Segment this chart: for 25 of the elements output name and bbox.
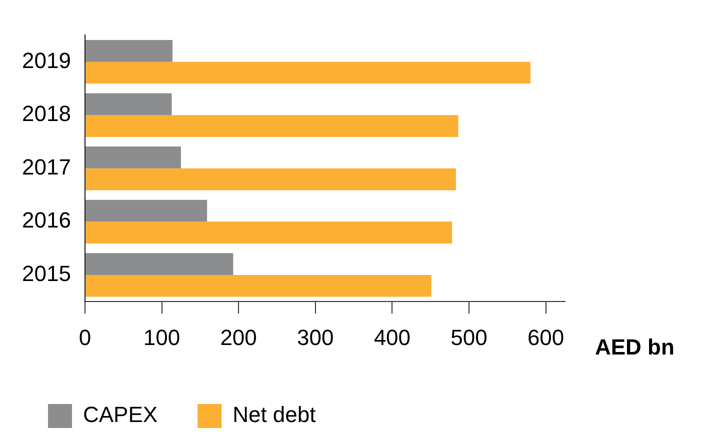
bar xyxy=(85,40,173,62)
bar xyxy=(85,200,208,222)
x-tick-label: 100 xyxy=(143,324,180,350)
y-tick-label: 2019 xyxy=(22,48,71,73)
bar xyxy=(85,274,432,297)
y-tick-label: 2018 xyxy=(22,101,71,126)
bar xyxy=(85,93,172,116)
y-tick-label: 2015 xyxy=(22,261,71,286)
bar xyxy=(85,253,234,275)
x-axis-title: AED bn xyxy=(595,334,674,360)
legend-label: Net debt xyxy=(232,402,316,428)
x-tick-label: 0 xyxy=(78,324,92,350)
legend-label: CAPEX xyxy=(83,402,158,428)
bar xyxy=(85,115,458,137)
bar xyxy=(85,222,452,244)
x-tick-label: 200 xyxy=(220,324,257,350)
bar xyxy=(85,146,181,168)
x-tick-label: 500 xyxy=(450,324,488,350)
x-tick-label: 600 xyxy=(527,324,564,350)
x-tick-label: 400 xyxy=(374,324,411,350)
bar xyxy=(85,168,456,190)
x-tick-label: 300 xyxy=(297,324,334,350)
bar xyxy=(85,62,530,84)
y-tick-label: 2016 xyxy=(22,208,71,233)
y-tick-label: 2017 xyxy=(22,154,71,180)
